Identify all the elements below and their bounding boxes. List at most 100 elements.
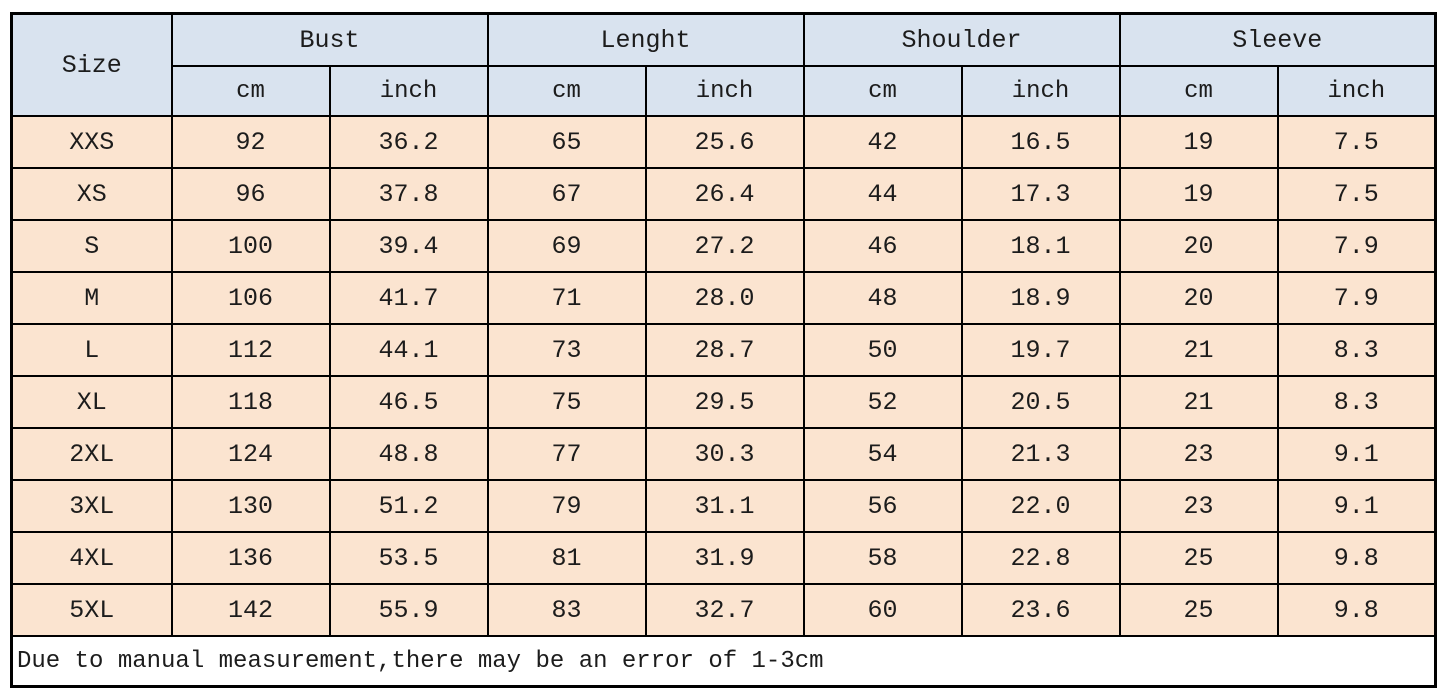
size-row-2xl: 2XL 124 48.8 77 30.3 54 21.3 23 9.1 xyxy=(10,427,1437,481)
bust-cm-cell: 106 xyxy=(170,271,331,325)
shoulder-cm-cell: 50 xyxy=(802,323,963,377)
shoulder-group-header: Shoulder xyxy=(802,12,1121,67)
length-cm-cell: 81 xyxy=(486,531,647,585)
bust-inch-cell: 48.8 xyxy=(328,427,489,481)
bust-cm-cell: 96 xyxy=(170,167,331,221)
sleeve-inch-cell: 9.1 xyxy=(1276,479,1437,533)
size-label-cell: S xyxy=(10,219,173,273)
bust-cm-header: cm xyxy=(170,65,331,117)
shoulder-inch-cell: 19.7 xyxy=(960,323,1121,377)
length-inch-cell: 29.5 xyxy=(644,375,805,429)
bust-group-header: Bust xyxy=(170,12,489,67)
shoulder-inch-header: inch xyxy=(960,65,1121,117)
length-cm-cell: 73 xyxy=(486,323,647,377)
shoulder-cm-cell: 46 xyxy=(802,219,963,273)
bust-inch-cell: 36.2 xyxy=(328,115,489,169)
sleeve-inch-cell: 9.1 xyxy=(1276,427,1437,481)
bust-inch-cell: 46.5 xyxy=(328,375,489,429)
shoulder-cm-cell: 48 xyxy=(802,271,963,325)
bust-inch-cell: 53.5 xyxy=(328,531,489,585)
length-inch-cell: 31.9 xyxy=(644,531,805,585)
shoulder-inch-cell: 21.3 xyxy=(960,427,1121,481)
shoulder-inch-cell: 23.6 xyxy=(960,583,1121,637)
shoulder-inch-cell: 22.8 xyxy=(960,531,1121,585)
length-cm-cell: 71 xyxy=(486,271,647,325)
length-inch-cell: 28.7 xyxy=(644,323,805,377)
size-row-xs: XS 96 37.8 67 26.4 44 17.3 19 7.5 xyxy=(10,167,1437,221)
size-label-cell: XL xyxy=(10,375,173,429)
sleeve-inch-cell: 8.3 xyxy=(1276,375,1437,429)
size-chart: Size Bust Lenght Shoulder Sleeve cm inch… xyxy=(10,12,1438,688)
sleeve-cm-cell: 19 xyxy=(1118,167,1279,221)
sleeve-cm-cell: 25 xyxy=(1118,531,1279,585)
shoulder-cm-cell: 44 xyxy=(802,167,963,221)
length-cm-cell: 77 xyxy=(486,427,647,481)
sleeve-cm-cell: 20 xyxy=(1118,219,1279,273)
size-row-4xl: 4XL 136 53.5 81 31.9 58 22.8 25 9.8 xyxy=(10,531,1437,585)
length-cm-cell: 79 xyxy=(486,479,647,533)
shoulder-inch-cell: 20.5 xyxy=(960,375,1121,429)
bust-cm-cell: 118 xyxy=(170,375,331,429)
size-row-l: L 112 44.1 73 28.7 50 19.7 21 8.3 xyxy=(10,323,1437,377)
note-row: Due to manual measurement,there may be a… xyxy=(10,635,1437,688)
measurement-note: Due to manual measurement,there may be a… xyxy=(10,635,1437,688)
length-inch-cell: 28.0 xyxy=(644,271,805,325)
sleeve-cm-cell: 23 xyxy=(1118,479,1279,533)
size-row-xl: XL 118 46.5 75 29.5 52 20.5 21 8.3 xyxy=(10,375,1437,429)
length-cm-cell: 75 xyxy=(486,375,647,429)
bust-inch-cell: 39.4 xyxy=(328,219,489,273)
shoulder-inch-cell: 22.0 xyxy=(960,479,1121,533)
shoulder-inch-cell: 16.5 xyxy=(960,115,1121,169)
sleeve-inch-cell: 7.9 xyxy=(1276,271,1437,325)
bust-cm-cell: 142 xyxy=(170,583,331,637)
length-inch-cell: 31.1 xyxy=(644,479,805,533)
size-label-cell: 4XL xyxy=(10,531,173,585)
size-label-cell: L xyxy=(10,323,173,377)
shoulder-cm-cell: 58 xyxy=(802,531,963,585)
bust-inch-cell: 51.2 xyxy=(328,479,489,533)
sleeve-inch-cell: 9.8 xyxy=(1276,531,1437,585)
sleeve-cm-header: cm xyxy=(1118,65,1279,117)
sleeve-cm-cell: 19 xyxy=(1118,115,1279,169)
size-chart-table: Size Bust Lenght Shoulder Sleeve cm inch… xyxy=(10,12,1438,688)
bust-cm-cell: 136 xyxy=(170,531,331,585)
size-column-header: Size xyxy=(10,12,173,117)
length-cm-cell: 65 xyxy=(486,115,647,169)
length-group-header: Lenght xyxy=(486,12,805,67)
bust-inch-cell: 37.8 xyxy=(328,167,489,221)
shoulder-cm-cell: 54 xyxy=(802,427,963,481)
bust-inch-cell: 44.1 xyxy=(328,323,489,377)
size-label-cell: 3XL xyxy=(10,479,173,533)
sleeve-cm-cell: 20 xyxy=(1118,271,1279,325)
length-inch-cell: 26.4 xyxy=(644,167,805,221)
length-inch-cell: 32.7 xyxy=(644,583,805,637)
sleeve-group-header: Sleeve xyxy=(1118,12,1437,67)
size-row-3xl: 3XL 130 51.2 79 31.1 56 22.0 23 9.1 xyxy=(10,479,1437,533)
size-row-s: S 100 39.4 69 27.2 46 18.1 20 7.9 xyxy=(10,219,1437,273)
sleeve-inch-cell: 7.5 xyxy=(1276,167,1437,221)
size-label-cell: M xyxy=(10,271,173,325)
bust-cm-cell: 130 xyxy=(170,479,331,533)
bust-cm-cell: 112 xyxy=(170,323,331,377)
sleeve-cm-cell: 21 xyxy=(1118,375,1279,429)
shoulder-cm-cell: 42 xyxy=(802,115,963,169)
length-cm-header: cm xyxy=(486,65,647,117)
size-row-5xl: 5XL 142 55.9 83 32.7 60 23.6 25 9.8 xyxy=(10,583,1437,637)
sleeve-cm-cell: 23 xyxy=(1118,427,1279,481)
shoulder-cm-cell: 56 xyxy=(802,479,963,533)
sleeve-inch-header: inch xyxy=(1276,65,1437,117)
size-label-cell: XXS xyxy=(10,115,173,169)
size-label-cell: 2XL xyxy=(10,427,173,481)
sleeve-inch-cell: 9.8 xyxy=(1276,583,1437,637)
bust-cm-cell: 92 xyxy=(170,115,331,169)
shoulder-inch-cell: 18.9 xyxy=(960,271,1121,325)
shoulder-cm-header: cm xyxy=(802,65,963,117)
bust-inch-cell: 55.9 xyxy=(328,583,489,637)
shoulder-inch-cell: 18.1 xyxy=(960,219,1121,273)
group-header-row: Size Bust Lenght Shoulder Sleeve xyxy=(10,12,1437,117)
length-inch-cell: 27.2 xyxy=(644,219,805,273)
sleeve-cm-cell: 25 xyxy=(1118,583,1279,637)
length-inch-cell: 25.6 xyxy=(644,115,805,169)
length-inch-header: inch xyxy=(644,65,805,117)
size-label-cell: XS xyxy=(10,167,173,221)
